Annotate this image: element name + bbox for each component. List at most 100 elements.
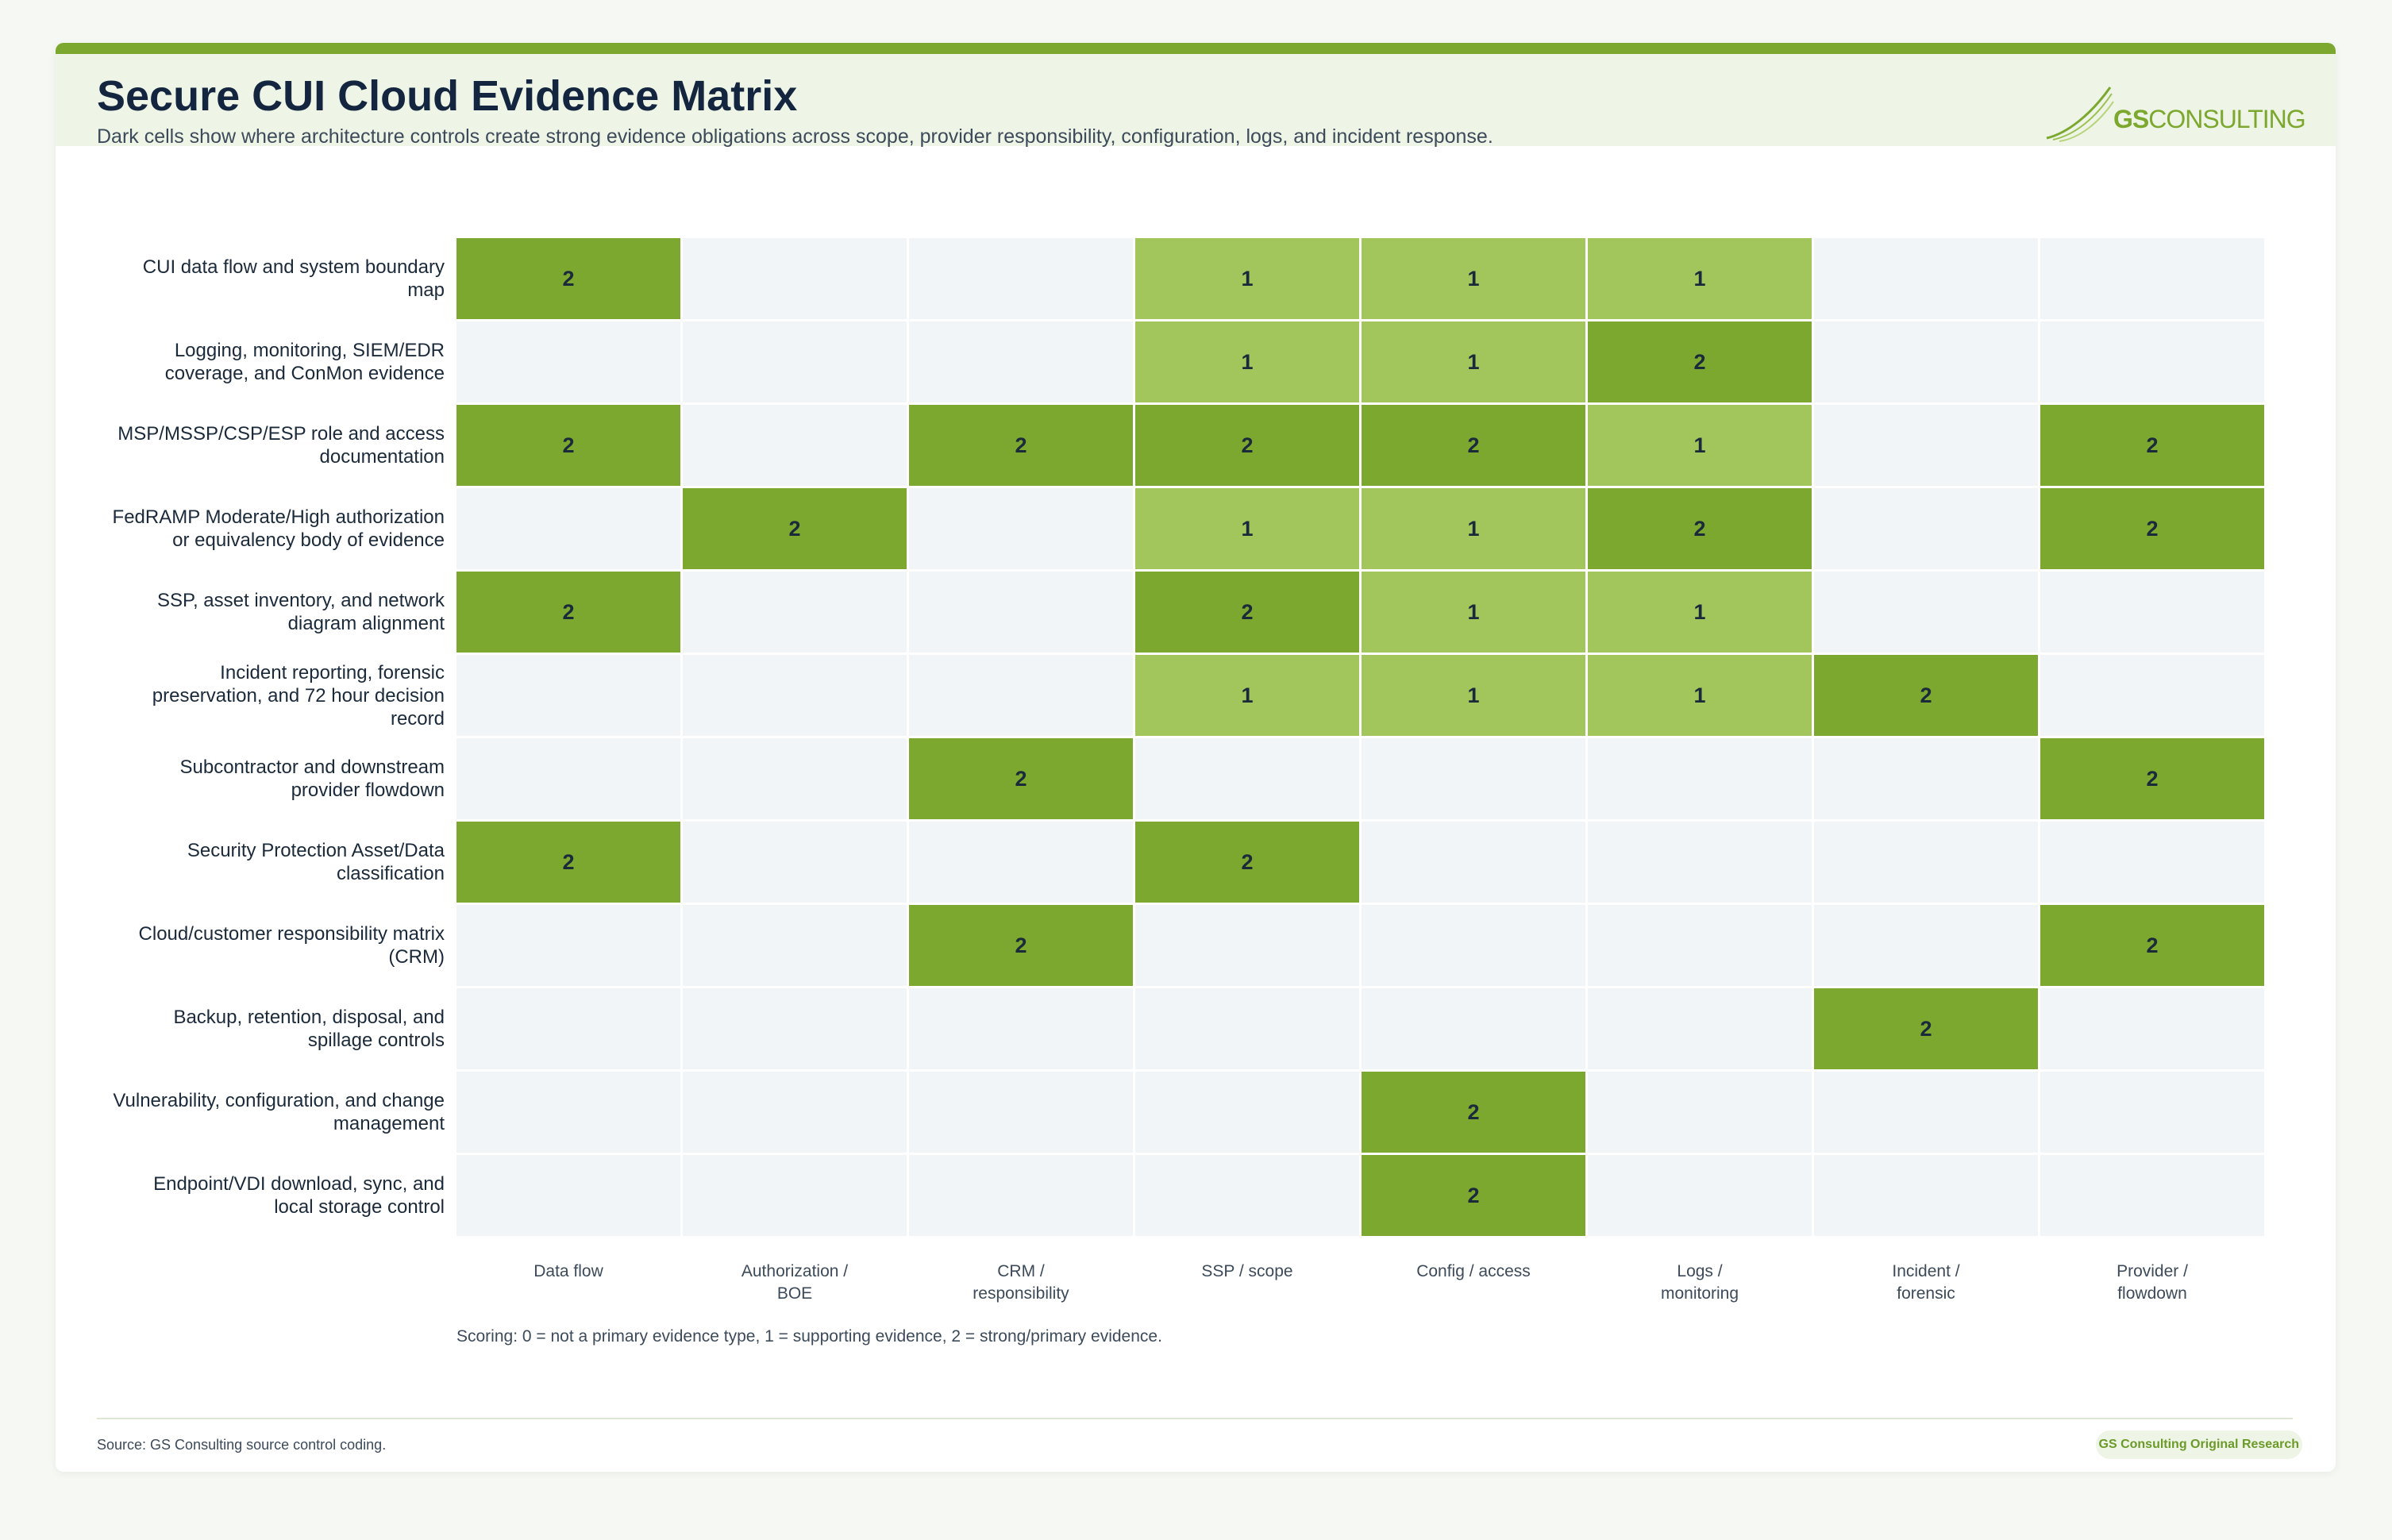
heatmap-cell [1814, 905, 2038, 986]
row-label: SSP, asset inventory, and network diagra… [157, 590, 445, 634]
heatmap-cell: 2 [683, 488, 907, 569]
heatmap-cell: 1 [1362, 572, 1585, 653]
row-label: Vulnerability, configuration, and change… [113, 1090, 445, 1134]
heatmap-cell [2040, 572, 2264, 653]
heatmap-cell: 2 [1588, 321, 1812, 402]
heatmap-cell [683, 572, 907, 653]
row-label: Incident reporting, forensic preservatio… [152, 661, 445, 730]
heatmap-cell: 2 [456, 822, 680, 903]
heatmap-cell [456, 321, 680, 402]
row-label: Logging, monitoring, SIEM/EDR coverage, … [164, 340, 445, 384]
heatmap-cell [909, 238, 1133, 319]
heatmap-cell: 1 [1588, 572, 1812, 653]
heatmap-cell [456, 1072, 680, 1153]
heatmap-cell: 2 [1362, 1155, 1585, 1236]
row-label: FedRAMP Moderate/High authorization or e… [112, 506, 445, 551]
heatmap-cell: 1 [1588, 238, 1812, 319]
heatmap-cell [2040, 655, 2264, 736]
heatmap-cell [456, 1155, 680, 1236]
header: Secure CUI Cloud Evidence Matrix Dark ce… [56, 54, 2336, 148]
heatmap-cell [683, 321, 907, 402]
heatmap-cell: 2 [2040, 488, 2264, 569]
heatmap-cell: 1 [1135, 321, 1359, 402]
column-label: Incident / forensic [1892, 1262, 1960, 1303]
heatmap-cell: 1 [1362, 321, 1585, 402]
scoring-note: Scoring: 0 = not a primary evidence type… [456, 1327, 1162, 1346]
gs-consulting-logo: GSCONSULTING [2043, 83, 2306, 146]
row-label: Backup, retention, disposal, and spillag… [173, 1007, 445, 1051]
logo-wordmark: GSCONSULTING [2113, 105, 2306, 134]
heatmap-cell [909, 1072, 1133, 1153]
heatmap-cell [1135, 905, 1359, 986]
heatmap-cell: 2 [2040, 905, 2264, 986]
heatmap-cell: 1 [1362, 238, 1585, 319]
heatmap-cell [1135, 1072, 1359, 1153]
row-label: Subcontractor and downstream provider fl… [179, 757, 445, 801]
heatmap-cell [1362, 988, 1585, 1069]
heatmap-cell [1588, 988, 1812, 1069]
heatmap-cell [456, 738, 680, 819]
heatmap-cell [683, 822, 907, 903]
column-label: Config / access [1416, 1262, 1531, 1280]
heatmap-cell [1362, 905, 1585, 986]
heatmap-cell [1814, 1155, 2038, 1236]
row-label: Security Protection Asset/Data classific… [187, 840, 445, 884]
heatmap-cell [683, 655, 907, 736]
heatmap-cell [456, 988, 680, 1069]
heatmap-cell: 2 [1588, 488, 1812, 569]
heatmap-cell [1135, 738, 1359, 819]
column-label: Provider / flowdown [2117, 1262, 2188, 1303]
heatmap-cell [1362, 738, 1585, 819]
heatmap-cell [683, 238, 907, 319]
heatmap-cell [1588, 1155, 1812, 1236]
heatmap-cell [683, 405, 907, 486]
swoosh-icon [2046, 87, 2114, 142]
heatmap-cell [683, 738, 907, 819]
heatmap-cell: 2 [1135, 822, 1359, 903]
heatmap-cell: 1 [1362, 655, 1585, 736]
heatmap-cell [1814, 238, 2038, 319]
report-card: Secure CUI Cloud Evidence Matrix Dark ce… [56, 43, 2336, 1472]
column-label: Data flow [533, 1262, 603, 1280]
heatmap-cell [909, 655, 1133, 736]
heatmap-cell [909, 321, 1133, 402]
page-title: Secure CUI Cloud Evidence Matrix [97, 72, 798, 120]
source-note: Source: GS Consulting source control cod… [97, 1437, 387, 1453]
heatmap-cell: 2 [909, 905, 1133, 986]
heatmap-cell: 2 [909, 405, 1133, 486]
row-label: MSP/MSSP/CSP/ESP role and access documen… [117, 423, 445, 468]
heatmap-cell [1814, 488, 2038, 569]
heatmap-cell: 2 [456, 238, 680, 319]
column-label: Logs / monitoring [1660, 1262, 1739, 1303]
heatmap-cell [2040, 822, 2264, 903]
heatmap-cell [456, 655, 680, 736]
heatmap-cell [456, 488, 680, 569]
row-label: Cloud/customer responsibility matrix (CR… [138, 923, 445, 968]
heatmap-cell [2040, 1072, 2264, 1153]
heatmap-cell: 1 [1135, 238, 1359, 319]
heatmap-cell [1588, 822, 1812, 903]
row-label: Endpoint/VDI download, sync, and local s… [153, 1173, 445, 1218]
heatmap-cell [909, 572, 1133, 653]
logo-consulting: CONSULTING [2148, 105, 2305, 133]
heatmap-cell [1814, 1072, 2038, 1153]
heatmap-cell [1135, 988, 1359, 1069]
heatmap-cell: 1 [1135, 655, 1359, 736]
heatmap-cell [1362, 822, 1585, 903]
heatmap-cell: 2 [1814, 655, 2038, 736]
heatmap-cell: 2 [456, 572, 680, 653]
heatmap-cell: 2 [1135, 405, 1359, 486]
footer-divider [97, 1418, 2293, 1419]
heatmap-cell [1588, 1072, 1812, 1153]
heatmap-cell [1135, 1155, 1359, 1236]
heatmap-cell: 2 [1362, 1072, 1585, 1153]
heatmap-cell [1814, 572, 2038, 653]
heatmap-cell [1588, 905, 1812, 986]
column-label: SSP / scope [1201, 1262, 1293, 1280]
research-badge: GS Consulting Original Research [2095, 1430, 2302, 1459]
heatmap-cell [1814, 405, 2038, 486]
heatmap-cell: 1 [1588, 655, 1812, 736]
heatmap-cell [1814, 738, 2038, 819]
heatmap-cell [909, 822, 1133, 903]
logo-gs: GS [2113, 105, 2149, 133]
